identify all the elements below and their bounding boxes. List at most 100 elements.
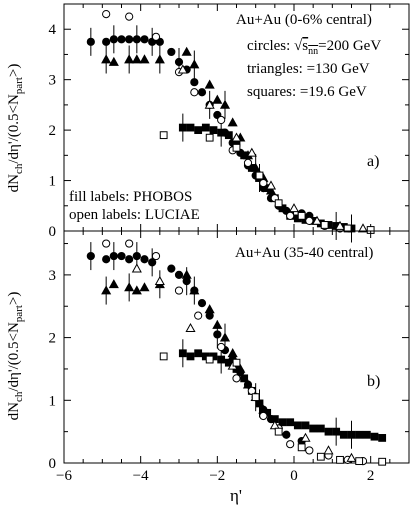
x-tick-label: −2: [209, 468, 225, 484]
data-point-circle-open: [174, 286, 184, 295]
data-point-triangle-open: [265, 180, 277, 190]
data-point-square-filled: [316, 424, 325, 433]
panel-b-xlabel: η': [230, 486, 242, 505]
data-point-circle-filled: [109, 35, 118, 44]
data-point-circle-filled: [197, 88, 207, 97]
data-point-square-open: [336, 455, 344, 464]
panel-a-label: a): [367, 153, 379, 170]
data-point-square-filled: [194, 126, 203, 135]
data-point-triangle-open: [131, 263, 142, 273]
data-point-circle-filled: [117, 35, 126, 44]
data-point-triangle-open: [177, 64, 188, 74]
data-point-square-filled: [378, 434, 387, 442]
data-point-square-filled: [370, 432, 379, 441]
data-point-square-open: [316, 452, 325, 461]
data-point-circle-filled: [102, 255, 111, 264]
data-point-circle-filled: [102, 37, 111, 46]
data-point-square-filled: [355, 430, 364, 439]
data-point-triangle-filled: [154, 54, 165, 64]
data-point-circle-open: [305, 446, 314, 455]
panel-b-marks: [86, 239, 387, 466]
x-tick-label: −6: [56, 468, 72, 484]
data-point-circle-open: [125, 12, 134, 21]
y-tick-label: 2: [49, 331, 57, 347]
data-point-circle-open: [286, 211, 295, 220]
data-point-circle-open: [102, 239, 111, 248]
data-point-square-filled: [201, 123, 210, 132]
x-tick-label: −4: [133, 468, 149, 484]
data-point-circle-open: [286, 440, 295, 449]
panel-b-ticks: −6 −4 −2 0 2 0 1 2 3: [49, 231, 410, 484]
data-point-circle-filled: [125, 35, 134, 44]
data-point-square-open: [232, 143, 241, 152]
data-point-circle-open: [217, 342, 226, 352]
data-point-circle-open: [259, 178, 268, 188]
data-point-square-open: [343, 224, 352, 233]
data-point-circle-filled: [109, 251, 118, 261]
data-point-circle-open: [217, 115, 226, 125]
data-point-square-filled: [324, 427, 333, 436]
data-point-triangle-filled: [131, 54, 142, 64]
data-point-circle-open: [151, 251, 161, 261]
data-point-square-open: [297, 443, 306, 452]
data-point-triangle-open: [311, 215, 323, 225]
data-point-triangle-filled: [124, 282, 135, 292]
data-point-circle-filled: [174, 270, 184, 279]
data-point-square-open: [297, 211, 306, 220]
y-tick-label: 1: [49, 393, 57, 409]
data-point-circle-open: [259, 411, 268, 421]
data-point-triangle-open: [334, 220, 346, 230]
fill-labels-note: fill labels: PHOBOS: [69, 189, 192, 205]
data-point-square-filled: [194, 349, 203, 358]
data-point-square-open: [205, 355, 214, 364]
data-point-triangle-filled: [204, 304, 215, 314]
data-point-circle-open: [243, 158, 253, 167]
data-point-triangle-open: [185, 322, 196, 333]
data-point-triangle-open: [357, 223, 369, 233]
panel-b: −6 −4 −2 0 2 0 1 2 3 Au+Au (35-40 central) b) dN…: [6, 230, 410, 505]
data-point-square-open: [159, 352, 168, 361]
data-point-square-filled: [178, 349, 187, 358]
y-tick-label: 1: [49, 174, 57, 190]
data-point-triangle-filled: [101, 54, 112, 64]
data-point-triangle-filled: [204, 79, 215, 89]
data-point-square-filled: [347, 430, 356, 439]
data-point-triangle-filled: [181, 269, 192, 279]
data-point-triangle-open: [288, 203, 300, 213]
data-point-triangle-open: [323, 445, 334, 455]
data-point-square-filled: [186, 352, 195, 361]
data-point-circle-filled: [132, 35, 141, 44]
open-labels-note: open labels: LUCIAE: [69, 207, 200, 223]
data-point-circle-filled: [197, 299, 207, 308]
data-point-square-open: [205, 133, 214, 142]
panel-b-label: b): [367, 373, 380, 390]
data-point-circle-filled: [190, 78, 199, 87]
data-point-triangle-filled: [189, 59, 200, 69]
data-point-triangle-open: [346, 452, 357, 462]
data-point-square-filled: [217, 128, 226, 137]
data-point-circle-open: [232, 374, 241, 383]
data-point-triangle-filled: [227, 348, 238, 358]
panel-a-ylabel: dNch/dη'/(0.5<Npart>): [6, 64, 25, 193]
data-point-square-filled: [209, 126, 218, 135]
y-tick-label: 3: [49, 73, 57, 89]
data-point-circle-open: [125, 239, 134, 248]
legend-circles-label: circles: √snn=200 GeV: [247, 38, 381, 57]
data-point-square-filled: [178, 123, 187, 132]
data-point-square-filled: [301, 421, 310, 430]
legend-squares-label: squares: =19.6 GeV: [247, 84, 367, 100]
data-point-circle-filled: [86, 251, 95, 261]
y-tick-label: 3: [49, 268, 57, 284]
data-point-circle-filled: [117, 251, 126, 261]
data-point-circle-filled: [132, 251, 141, 261]
y-tick-label: 0: [49, 224, 57, 240]
data-point-circle-filled: [140, 255, 149, 264]
data-point-circle-open: [151, 32, 161, 41]
panel-a: 0 1 2 3 4 Au+Au (0-6% central) circles: √snn…: [6, 3, 410, 243]
data-point-triangle-open: [154, 275, 165, 286]
y-tick-label: 4: [49, 22, 57, 38]
data-point-triangle-filled: [124, 54, 135, 64]
data-point-triangle-filled: [131, 285, 142, 295]
x-tick-label: 0: [290, 468, 298, 484]
